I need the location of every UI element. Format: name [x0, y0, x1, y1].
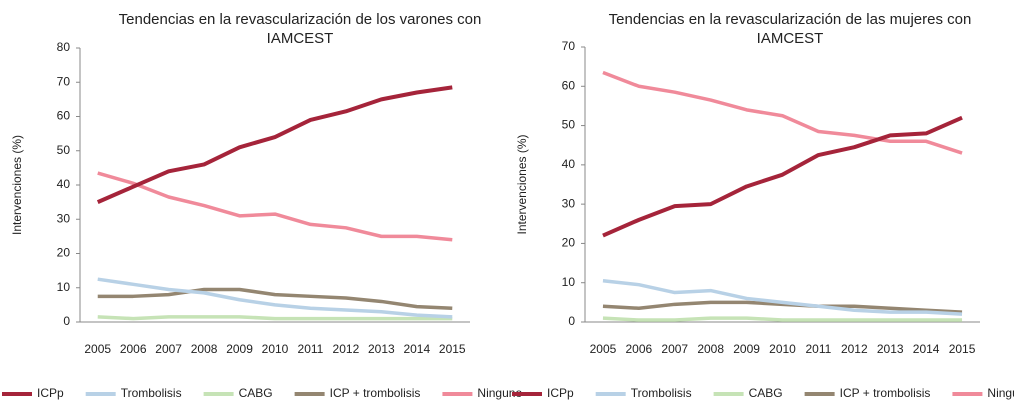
x-tick-label: 2006: [626, 342, 653, 356]
series-line: [97, 171, 453, 242]
x-tick-label: 2015: [949, 342, 976, 356]
legend-label: Ninguno: [477, 386, 522, 400]
x-tick-label: 2012: [841, 342, 868, 356]
legend-label: ICPp: [37, 386, 64, 400]
y-tick-label: 20: [562, 236, 576, 250]
y-axis-label: Intervenciones (%): [10, 135, 24, 235]
y-tick-label: 70: [562, 39, 576, 53]
x-tick-label: 2008: [191, 342, 218, 356]
x-tick-label: 2013: [368, 342, 395, 356]
series-line: [97, 315, 453, 321]
y-tick-label: 50: [57, 143, 71, 157]
legend-label: CABG: [749, 386, 783, 400]
x-tick-label: 2009: [733, 342, 760, 356]
legend-label: Trombolisis: [631, 386, 692, 400]
x-tick-label: 2014: [913, 342, 940, 356]
x-tick-label: 2010: [262, 342, 289, 356]
x-tick-label: 2009: [226, 342, 253, 356]
legend-label: ICP + trombolisis: [330, 386, 421, 400]
series-line: [602, 279, 963, 316]
y-tick-label: 60: [562, 78, 576, 92]
x-tick-label: 2015: [439, 342, 466, 356]
series-line: [96, 85, 453, 204]
x-tick-label: 2011: [806, 342, 832, 356]
legend-label: Trombolisis: [121, 386, 182, 400]
series-line: [602, 300, 963, 314]
y-tick-label: 40: [57, 177, 71, 191]
legend-label: ICP + trombolisis: [840, 386, 931, 400]
x-tick-label: 2013: [877, 342, 904, 356]
y-tick-label: 50: [562, 118, 576, 132]
y-tick-label: 30: [57, 211, 71, 225]
series-line: [97, 287, 453, 311]
x-tick-label: 2010: [769, 342, 796, 356]
x-tick-label: 2005: [590, 342, 617, 356]
y-tick-label: 70: [57, 74, 71, 88]
y-axis-label: Intervenciones (%): [515, 134, 529, 234]
y-tick-label: 10: [562, 275, 576, 289]
x-tick-label: 2005: [84, 342, 111, 356]
y-tick-label: 0: [63, 314, 70, 328]
x-tick-label: 2007: [661, 342, 688, 356]
legend-label: Ninguno: [987, 386, 1014, 400]
series-line: [602, 316, 963, 322]
y-tick-label: 40: [562, 157, 576, 171]
series-line: [602, 115, 963, 238]
x-tick-label: 2011: [298, 342, 324, 356]
y-tick-label: 0: [568, 314, 575, 328]
chart-title: Tendencias en la revascularización de lo…: [118, 11, 482, 47]
x-tick-label: 2006: [120, 342, 147, 356]
legend-label: ICPp: [547, 386, 574, 400]
x-tick-label: 2014: [403, 342, 430, 356]
y-tick-label: 30: [562, 196, 576, 210]
y-tick-label: 80: [57, 40, 71, 54]
x-tick-label: 2007: [155, 342, 182, 356]
y-tick-label: 20: [57, 246, 71, 260]
series-line: [97, 277, 453, 319]
y-tick-label: 10: [57, 280, 71, 294]
x-tick-label: 2012: [333, 342, 360, 356]
chart-title: Tendencias en la revascularización de la…: [608, 11, 972, 47]
x-tick-label: 2008: [697, 342, 724, 356]
series-line: [602, 70, 963, 155]
legend-label: CABG: [239, 386, 273, 400]
y-tick-label: 60: [57, 109, 71, 123]
